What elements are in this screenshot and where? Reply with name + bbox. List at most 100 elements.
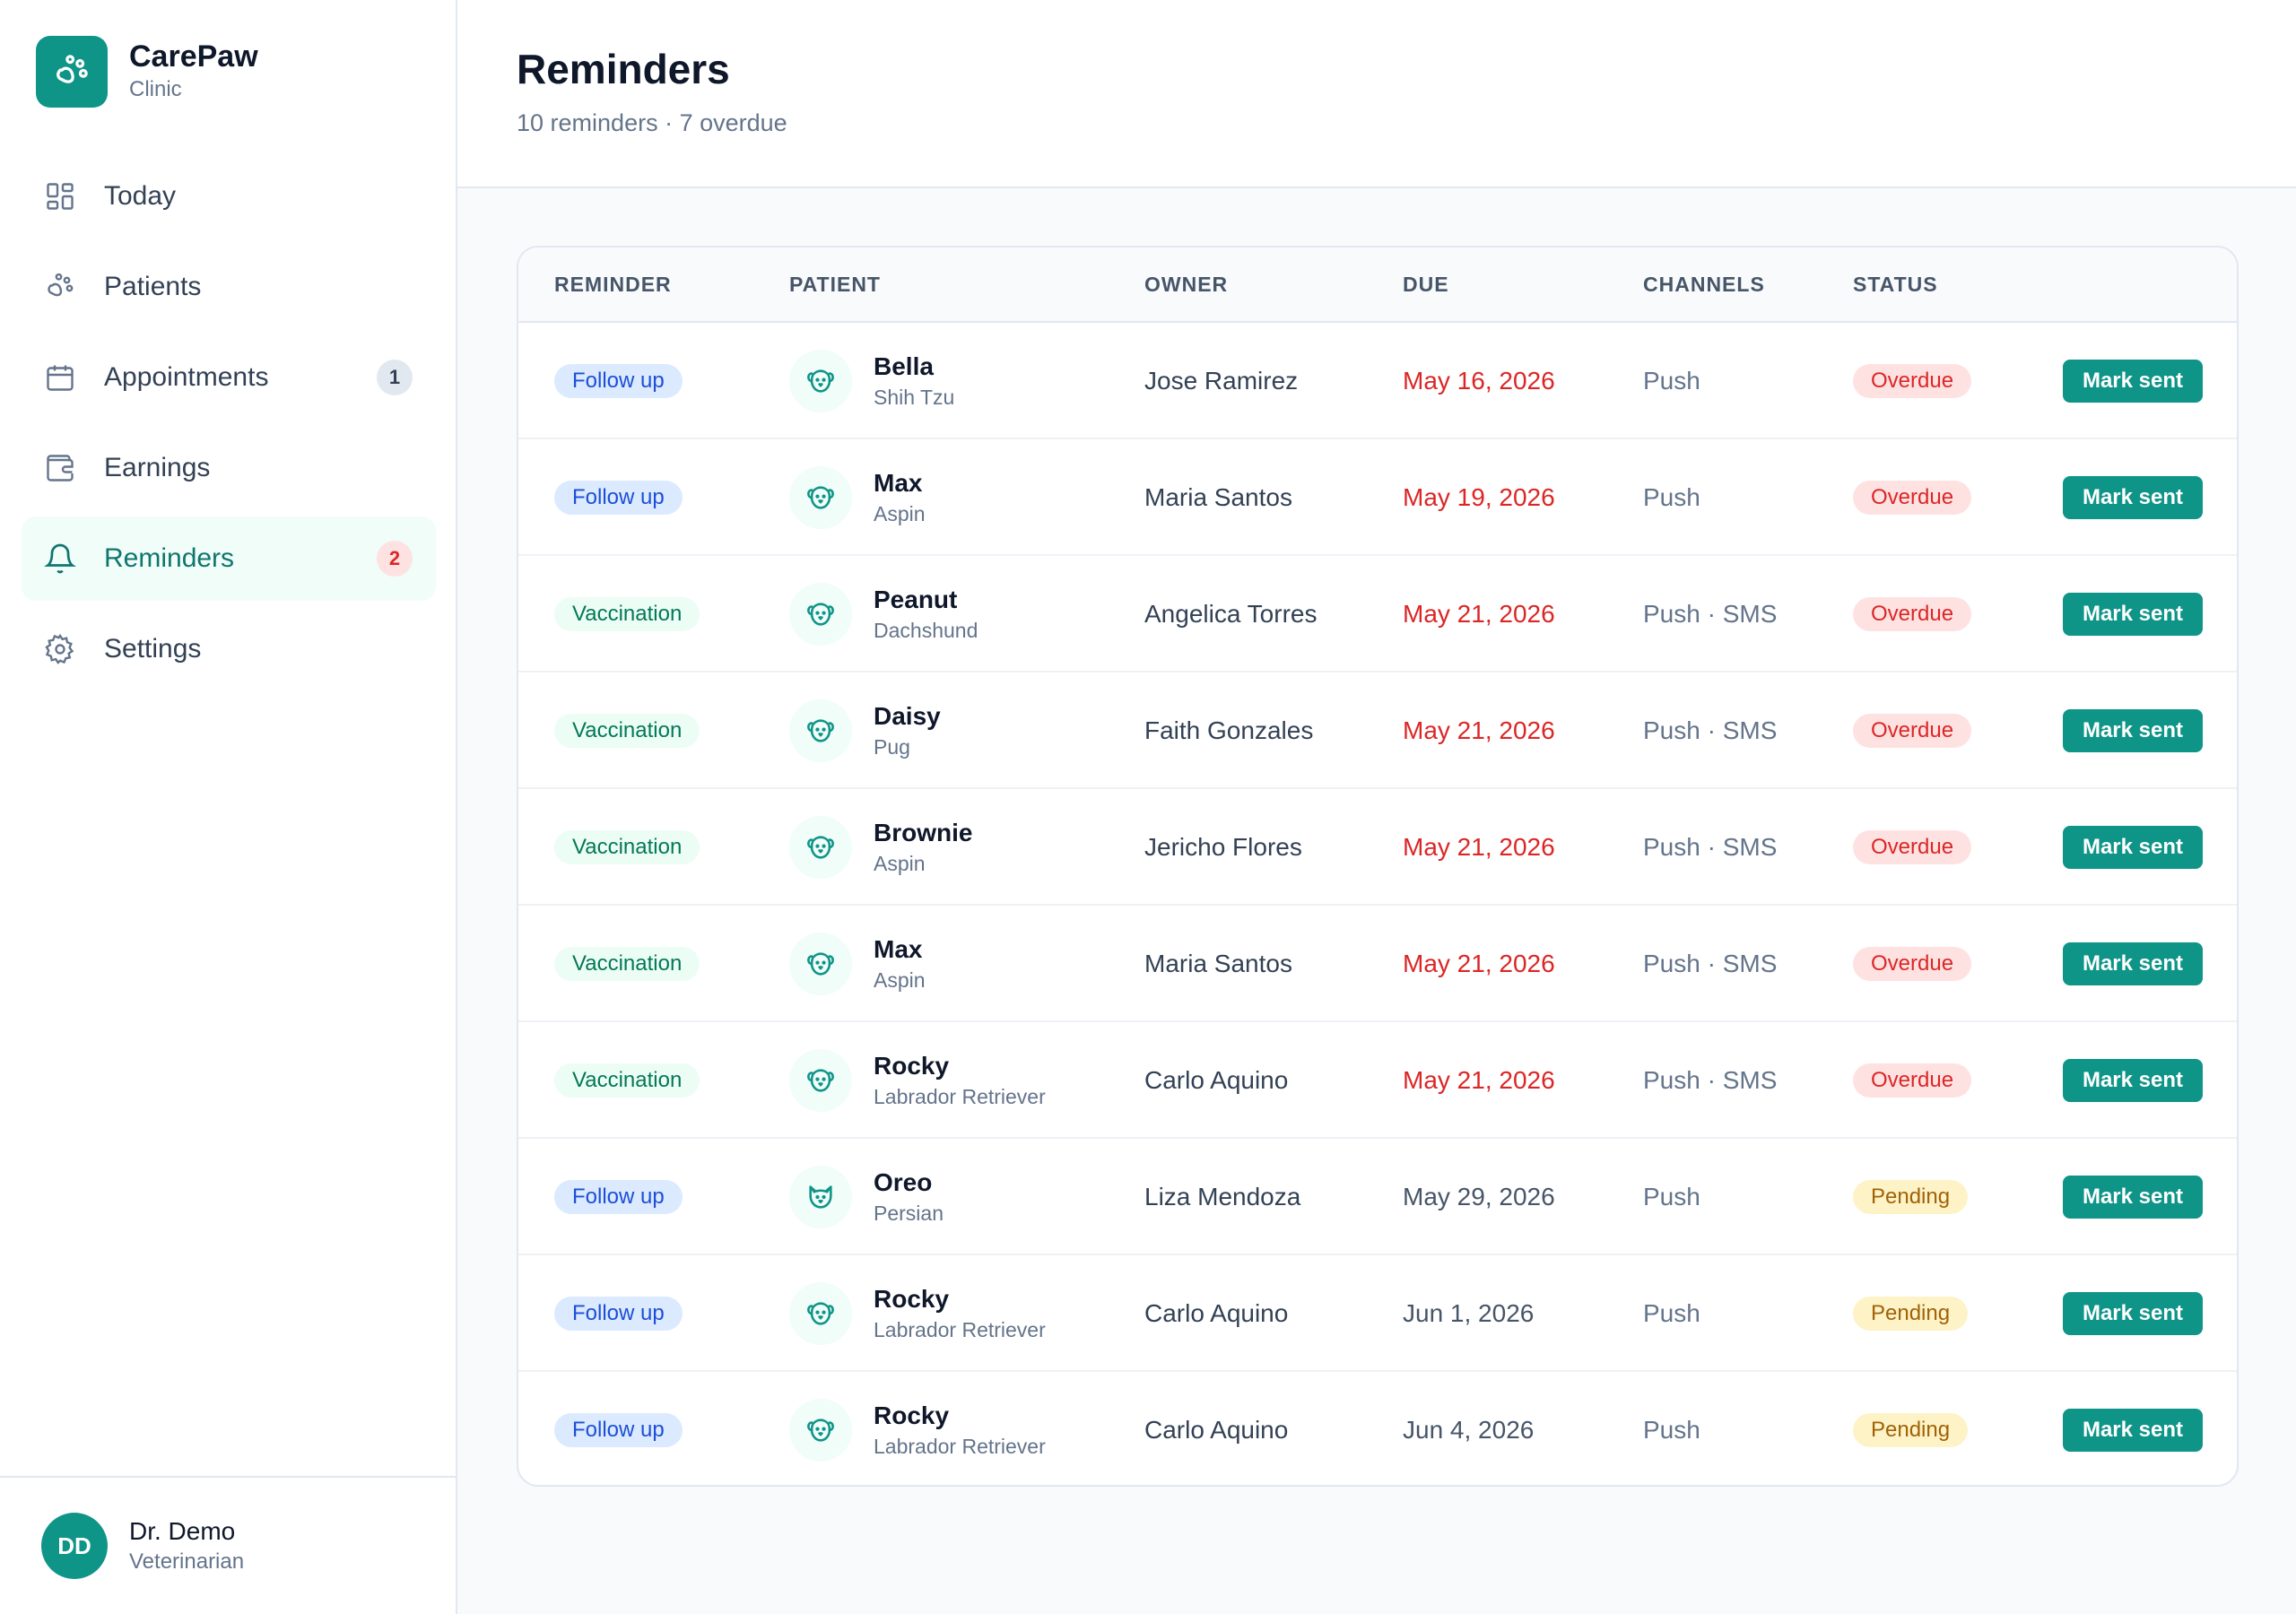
- sidebar-item-today[interactable]: Today: [22, 154, 436, 239]
- column-header-status[interactable]: STATUS: [1853, 273, 1938, 296]
- patient-name[interactable]: Brownie: [874, 819, 973, 846]
- patient-name[interactable]: Rocky: [874, 1285, 950, 1313]
- mark-sent-button[interactable]: Mark sent: [2063, 709, 2203, 752]
- patient-name[interactable]: Peanut: [874, 586, 958, 613]
- channels: Push · SMS: [1643, 950, 1778, 977]
- dog-icon: [789, 466, 852, 529]
- patient-breed: Aspin: [874, 852, 926, 875]
- reminder-type-badge: Follow up: [554, 1180, 683, 1214]
- patient-name[interactable]: Daisy: [874, 702, 941, 730]
- patient-name[interactable]: Rocky: [874, 1401, 950, 1429]
- mark-sent-button[interactable]: Mark sent: [2063, 476, 2203, 519]
- user-role: Veterinarian: [129, 1549, 245, 1574]
- table-row[interactable]: Follow up Oreo Persian Liza Mendoza May …: [518, 1139, 2237, 1255]
- due-date: Jun 4, 2026: [1403, 1416, 1535, 1444]
- due-date: Jun 1, 2026: [1403, 1299, 1535, 1327]
- owner-name: Angelica Torres: [1144, 600, 1318, 628]
- due-date: May 21, 2026: [1403, 950, 1555, 977]
- channels: Push: [1643, 1183, 1700, 1210]
- owner-name: Carlo Aquino: [1144, 1416, 1289, 1444]
- user-profile[interactable]: DD Dr. Demo Veterinarian: [0, 1476, 456, 1614]
- mark-sent-button[interactable]: Mark sent: [2063, 1059, 2203, 1102]
- page-header: Reminders 10 reminders · 7 overdue: [457, 0, 2296, 188]
- table-row[interactable]: Follow up Max Aspin Maria Santos May 19,…: [518, 439, 2237, 556]
- due-date: May 21, 2026: [1403, 716, 1555, 744]
- table-row[interactable]: Vaccination Brownie Aspin Jericho Flores…: [518, 789, 2237, 906]
- page-title: Reminders: [517, 46, 730, 92]
- table-row[interactable]: Vaccination Rocky Labrador Retriever Car…: [518, 1022, 2237, 1139]
- brand-subtitle: Clinic: [129, 77, 182, 101]
- patient-breed: Aspin: [874, 502, 926, 525]
- dog-icon: [789, 583, 852, 646]
- sidebar-item-appointments[interactable]: Appointments 1: [22, 335, 436, 420]
- mark-sent-button[interactable]: Mark sent: [2063, 360, 2203, 403]
- patient-name[interactable]: Max: [874, 469, 923, 497]
- owner-name: Jericho Flores: [1144, 833, 1302, 861]
- channels: Push: [1643, 1416, 1700, 1444]
- mark-sent-button[interactable]: Mark sent: [2063, 1176, 2203, 1219]
- calendar-icon: [43, 360, 77, 395]
- sidebar-item-earnings[interactable]: Earnings: [22, 426, 436, 510]
- status-badge: Overdue: [1853, 1063, 1972, 1098]
- brand[interactable]: CarePaw Clinic: [36, 36, 258, 108]
- channels: Push · SMS: [1643, 833, 1778, 861]
- owner-name: Maria Santos: [1144, 950, 1292, 977]
- status-badge: Overdue: [1853, 830, 1972, 864]
- table-row[interactable]: Vaccination Peanut Dachshund Angelica To…: [518, 556, 2237, 672]
- patient-breed: Labrador Retriever: [874, 1435, 1046, 1458]
- patient-breed: Shih Tzu: [874, 386, 955, 409]
- dog-icon: [789, 933, 852, 995]
- sidebar-item-patients[interactable]: Patients: [22, 245, 436, 329]
- due-date: May 21, 2026: [1403, 1066, 1555, 1094]
- column-header-reminder[interactable]: REMINDER: [554, 273, 672, 296]
- mark-sent-button[interactable]: Mark sent: [2063, 942, 2203, 985]
- table-row[interactable]: Follow up Bella Shih Tzu Jose Ramirez Ma…: [518, 323, 2237, 439]
- patient-breed: Dachshund: [874, 619, 978, 642]
- owner-name: Carlo Aquino: [1144, 1066, 1289, 1094]
- count-badge: 2: [377, 541, 413, 577]
- page-subtitle: 10 reminders · 7 overdue: [517, 109, 787, 136]
- column-header-due[interactable]: DUE: [1403, 273, 1449, 296]
- patient-name[interactable]: Rocky: [874, 1052, 950, 1080]
- dog-icon: [789, 1049, 852, 1112]
- due-date: May 21, 2026: [1403, 833, 1555, 861]
- paw-icon: [43, 270, 77, 304]
- count-badge: 1: [377, 360, 413, 395]
- mark-sent-button[interactable]: Mark sent: [2063, 826, 2203, 869]
- dog-icon: [789, 1282, 852, 1345]
- channels: Push: [1643, 367, 1700, 395]
- reminder-type-badge: Vaccination: [554, 830, 700, 864]
- patient-name[interactable]: Max: [874, 935, 923, 963]
- patient-name[interactable]: Bella: [874, 352, 934, 380]
- table-row[interactable]: Follow up Rocky Labrador Retriever Carlo…: [518, 1372, 2237, 1485]
- channels: Push · SMS: [1643, 716, 1778, 744]
- patient-breed: Persian: [874, 1202, 944, 1225]
- due-date: May 29, 2026: [1403, 1183, 1555, 1210]
- reminders-table: REMINDER PATIENT OWNER DUE CHANNELS STAT…: [517, 246, 2239, 1487]
- channels: Push: [1643, 483, 1700, 511]
- column-header-patient[interactable]: PATIENT: [789, 273, 881, 296]
- mark-sent-button[interactable]: Mark sent: [2063, 593, 2203, 636]
- table-row[interactable]: Vaccination Max Aspin Maria Santos May 2…: [518, 906, 2237, 1022]
- mark-sent-button[interactable]: Mark sent: [2063, 1292, 2203, 1335]
- reminder-type-badge: Follow up: [554, 1297, 683, 1331]
- column-header-owner[interactable]: OWNER: [1144, 273, 1229, 296]
- wallet-icon: [43, 451, 77, 485]
- table-header: REMINDER PATIENT OWNER DUE CHANNELS STAT…: [518, 247, 2237, 323]
- table-row[interactable]: Follow up Rocky Labrador Retriever Carlo…: [518, 1255, 2237, 1372]
- reminder-type-badge: Follow up: [554, 481, 683, 515]
- sidebar-nav: Today Patients Appointments 1 Earnings: [22, 154, 436, 698]
- owner-name: Carlo Aquino: [1144, 1299, 1289, 1327]
- dog-icon: [789, 699, 852, 762]
- table-row[interactable]: Vaccination Daisy Pug Faith Gonzales May…: [518, 672, 2237, 789]
- due-date: May 21, 2026: [1403, 600, 1555, 628]
- mark-sent-button[interactable]: Mark sent: [2063, 1409, 2203, 1452]
- status-badge: Overdue: [1853, 481, 1972, 515]
- column-header-channels[interactable]: CHANNELS: [1643, 273, 1765, 296]
- sidebar-item-settings[interactable]: Settings: [22, 607, 436, 691]
- sidebar-item-reminders[interactable]: Reminders 2: [22, 516, 436, 601]
- patient-name[interactable]: Oreo: [874, 1168, 933, 1196]
- dog-icon: [789, 1399, 852, 1462]
- paw-logo-icon: [36, 36, 108, 108]
- sidebar-item-label: Earnings: [104, 453, 211, 482]
